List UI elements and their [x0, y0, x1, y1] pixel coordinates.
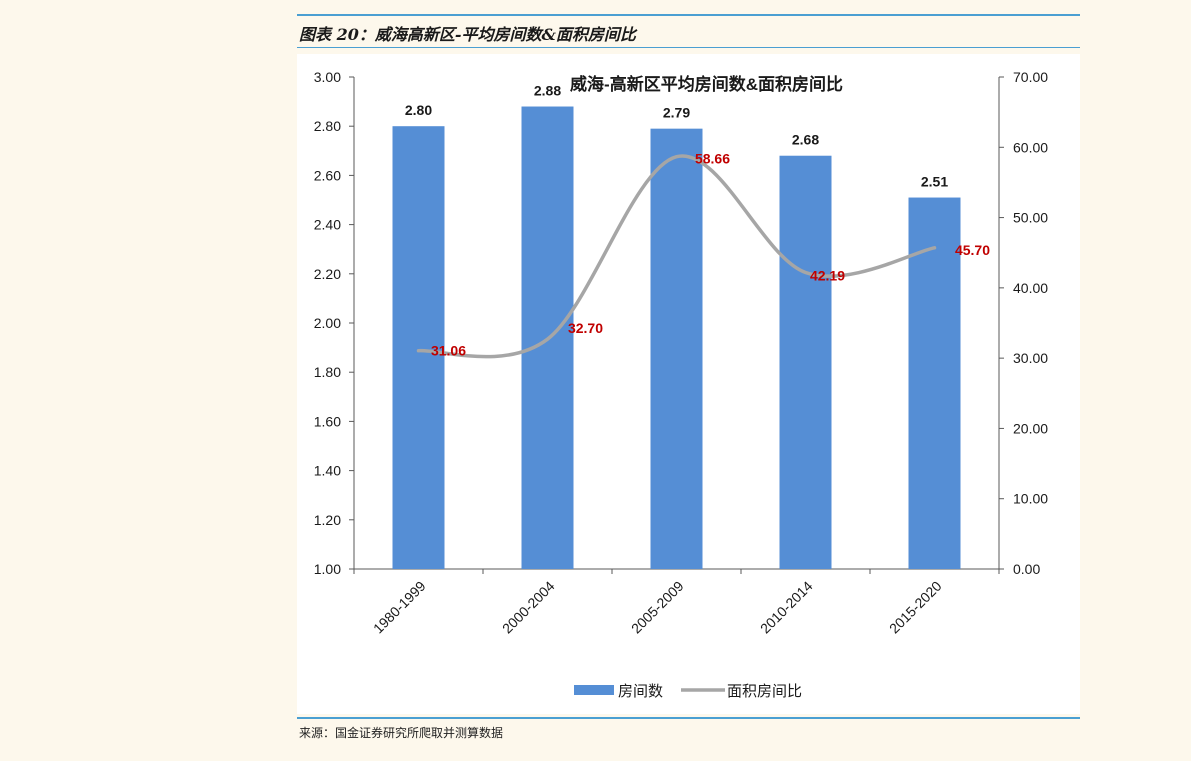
right-axis-tick-label: 60.00	[1013, 139, 1048, 155]
bar-data-label: 2.80	[405, 102, 432, 118]
bar-2005-2009	[650, 128, 703, 569]
figure-header: 图表 20：威海高新区-平均房间数&面积房间比	[297, 14, 1080, 48]
left-axis-tick-label: 2.60	[314, 167, 341, 183]
bar-2010-2014	[779, 155, 832, 569]
left-axis-tick-label: 2.40	[314, 217, 341, 233]
x-axis-category-label: 2010-2014	[757, 578, 816, 637]
x-axis-category-label: 2015-2020	[886, 578, 945, 637]
bar-data-label: 2.51	[921, 174, 948, 190]
x-axis-category-label: 2000-2004	[499, 578, 558, 637]
right-axis-tick-label: 0.00	[1013, 561, 1040, 577]
legend-label-line: 面积房间比	[727, 683, 802, 700]
right-axis-tick-label: 30.00	[1013, 350, 1048, 366]
left-axis-tick-label: 2.20	[314, 266, 341, 282]
source-note: 来源：国金证券研究所爬取并测算数据	[299, 726, 504, 740]
line-data-label: 58.66	[695, 151, 730, 167]
left-axis-tick-label: 1.60	[314, 413, 341, 429]
bar-1980-1999	[392, 126, 445, 569]
legend-label-bar: 房间数	[618, 683, 663, 700]
left-axis-tick-label: 2.00	[314, 315, 341, 331]
left-axis-tick-label: 1.20	[314, 512, 341, 528]
right-axis-tick-label: 40.00	[1013, 280, 1048, 296]
line-data-label: 31.06	[431, 343, 466, 359]
chart-title: 威海-高新区平均房间数&面积房间比	[570, 74, 843, 94]
chart-container: 威海-高新区平均房间数&面积房间比 1.00 1.20 1.40 1.60 1.80 2.0…	[297, 54, 1080, 714]
line-data-label: 32.70	[568, 320, 603, 336]
line-data-label: 45.70	[955, 242, 990, 258]
legend-swatch-bar	[574, 685, 614, 695]
left-axis-tick-label: 1.80	[314, 364, 341, 380]
right-axis-tick-label: 20.00	[1013, 420, 1048, 436]
x-axis-category-label: 1980-1999	[370, 578, 429, 637]
left-axis-tick-label: 1.00	[314, 561, 341, 577]
right-axis-tick-label: 10.00	[1013, 491, 1048, 507]
left-axis-tick-label: 2.80	[314, 118, 341, 134]
line-data-label: 42.19	[810, 267, 845, 283]
figure-title: 图表 20：威海高新区-平均房间数&面积房间比	[299, 25, 636, 44]
bar-data-label: 2.88	[534, 83, 561, 99]
footer-rule	[297, 717, 1080, 719]
x-axis-category-label: 2005-2009	[628, 578, 687, 637]
chart-svg: 威海-高新区平均房间数&面积房间比 1.00 1.20 1.40 1.60 1.80 2.0…	[314, 69, 1048, 700]
bar-2015-2020	[908, 197, 961, 570]
right-axis-tick-label: 70.00	[1013, 69, 1048, 85]
left-axis-tick-label: 1.40	[314, 463, 341, 479]
bar-data-label: 2.79	[663, 105, 690, 121]
bar-data-label: 2.68	[792, 132, 819, 148]
right-axis-tick-label: 50.00	[1013, 210, 1048, 226]
left-axis-tick-label: 3.00	[314, 69, 341, 85]
